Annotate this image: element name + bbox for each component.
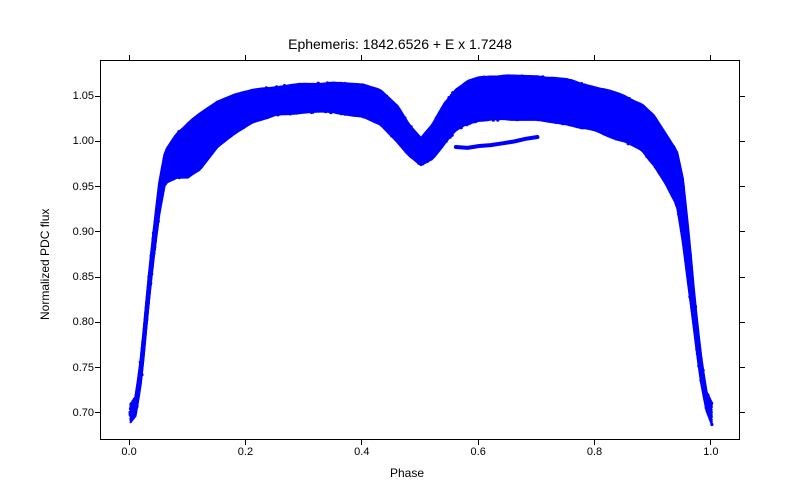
y-tick-mark-right (740, 277, 745, 278)
y-tick-mark (95, 322, 100, 323)
y-tick-mark-right (740, 412, 745, 413)
x-tick-mark-top (245, 55, 246, 60)
x-tick-mark-top (594, 55, 595, 60)
y-tick-label: 0.95 (62, 181, 94, 193)
outlier-trace (456, 137, 538, 148)
x-tick-mark (478, 440, 479, 445)
y-tick-label: 0.75 (62, 362, 94, 374)
x-tick-mark-top (478, 55, 479, 60)
x-tick-label: 0.4 (354, 446, 369, 458)
y-axis-label: Normalized PDC flux (38, 209, 52, 320)
y-tick-mark-right (740, 141, 745, 142)
lightcurve-figure: Ephemeris: 1842.6526 + E x 1.7248 0.0 0.2… (0, 0, 800, 500)
plot-area (100, 60, 740, 440)
y-tick-mark (95, 231, 100, 232)
y-tick-label: 0.85 (62, 271, 94, 283)
y-tick-label: 1.00 (62, 135, 94, 147)
x-tick-mark (361, 440, 362, 445)
y-tick-mark (95, 96, 100, 97)
x-tick-mark-top (361, 55, 362, 60)
y-tick-mark-right (740, 186, 745, 187)
chart-title: Ephemeris: 1842.6526 + E x 1.7248 (0, 36, 800, 52)
y-tick-mark-right (740, 231, 745, 232)
x-tick-label: 0.2 (238, 446, 253, 458)
x-tick-mark (129, 440, 130, 445)
y-tick-label: 0.70 (62, 407, 94, 419)
x-tick-label: 0.6 (471, 446, 486, 458)
data-svg (101, 61, 741, 441)
x-tick-mark (594, 440, 595, 445)
y-tick-mark (95, 141, 100, 142)
x-tick-mark (245, 440, 246, 445)
y-tick-mark-right (740, 96, 745, 97)
y-tick-mark (95, 412, 100, 413)
y-tick-mark-right (740, 367, 745, 368)
y-tick-label: 0.90 (62, 226, 94, 238)
x-tick-mark (710, 440, 711, 445)
y-tick-mark-right (740, 322, 745, 323)
y-tick-label: 1.05 (62, 90, 94, 102)
y-tick-mark (95, 367, 100, 368)
x-tick-label: 1.0 (703, 446, 718, 458)
x-axis-label: Phase (390, 466, 424, 480)
x-tick-label: 0.0 (121, 446, 136, 458)
y-tick-mark (95, 277, 100, 278)
y-tick-mark (95, 186, 100, 187)
x-tick-mark-top (129, 55, 130, 60)
x-tick-label: 0.8 (587, 446, 602, 458)
x-tick-mark-top (710, 55, 711, 60)
y-tick-label: 0.80 (62, 316, 94, 328)
